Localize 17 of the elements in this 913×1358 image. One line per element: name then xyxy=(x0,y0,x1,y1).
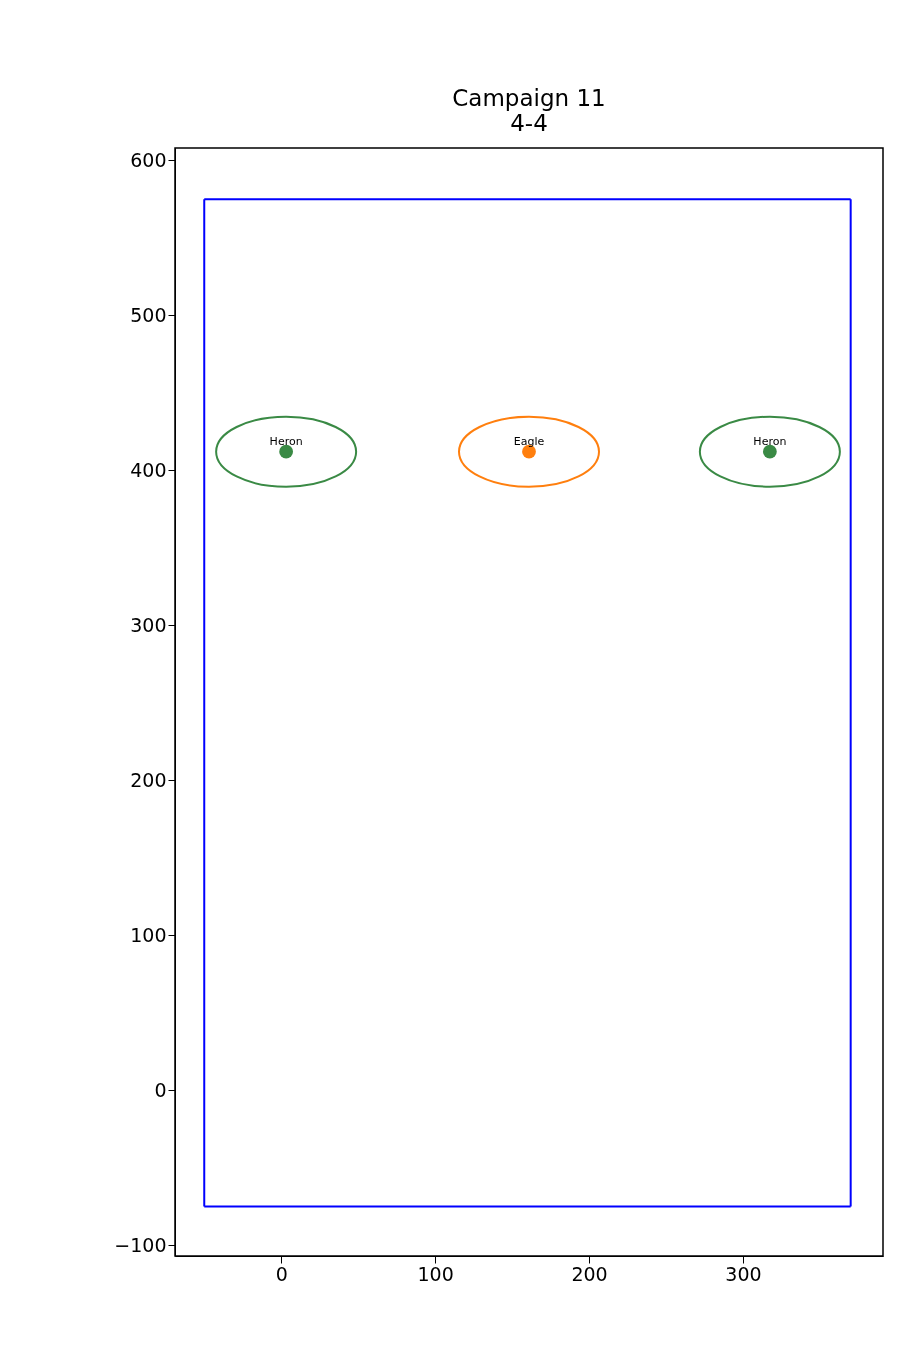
x-tick-label: 300 xyxy=(725,1262,762,1285)
y-tick-label: 0 xyxy=(154,1078,167,1101)
y-tick-label: 300 xyxy=(130,613,167,636)
y-tick-label: −100 xyxy=(114,1233,167,1256)
y-tick-label: 400 xyxy=(130,458,167,481)
x-tick-label: 100 xyxy=(417,1262,454,1285)
chart-subtitle: 4-4 xyxy=(510,110,548,136)
x-tick-label: 0 xyxy=(275,1262,288,1285)
y-tick-label: 200 xyxy=(130,768,167,791)
y-tick-label: 600 xyxy=(130,148,167,171)
series-label: Eagle xyxy=(513,434,545,448)
y-tick-label: 100 xyxy=(130,923,167,946)
y-tick-label: 500 xyxy=(130,303,167,326)
text: Heron xyxy=(753,434,787,448)
x-tick-label: 200 xyxy=(571,1262,608,1285)
chart-title: Campaign 11 xyxy=(452,85,606,111)
series-label: Heron xyxy=(269,434,303,448)
